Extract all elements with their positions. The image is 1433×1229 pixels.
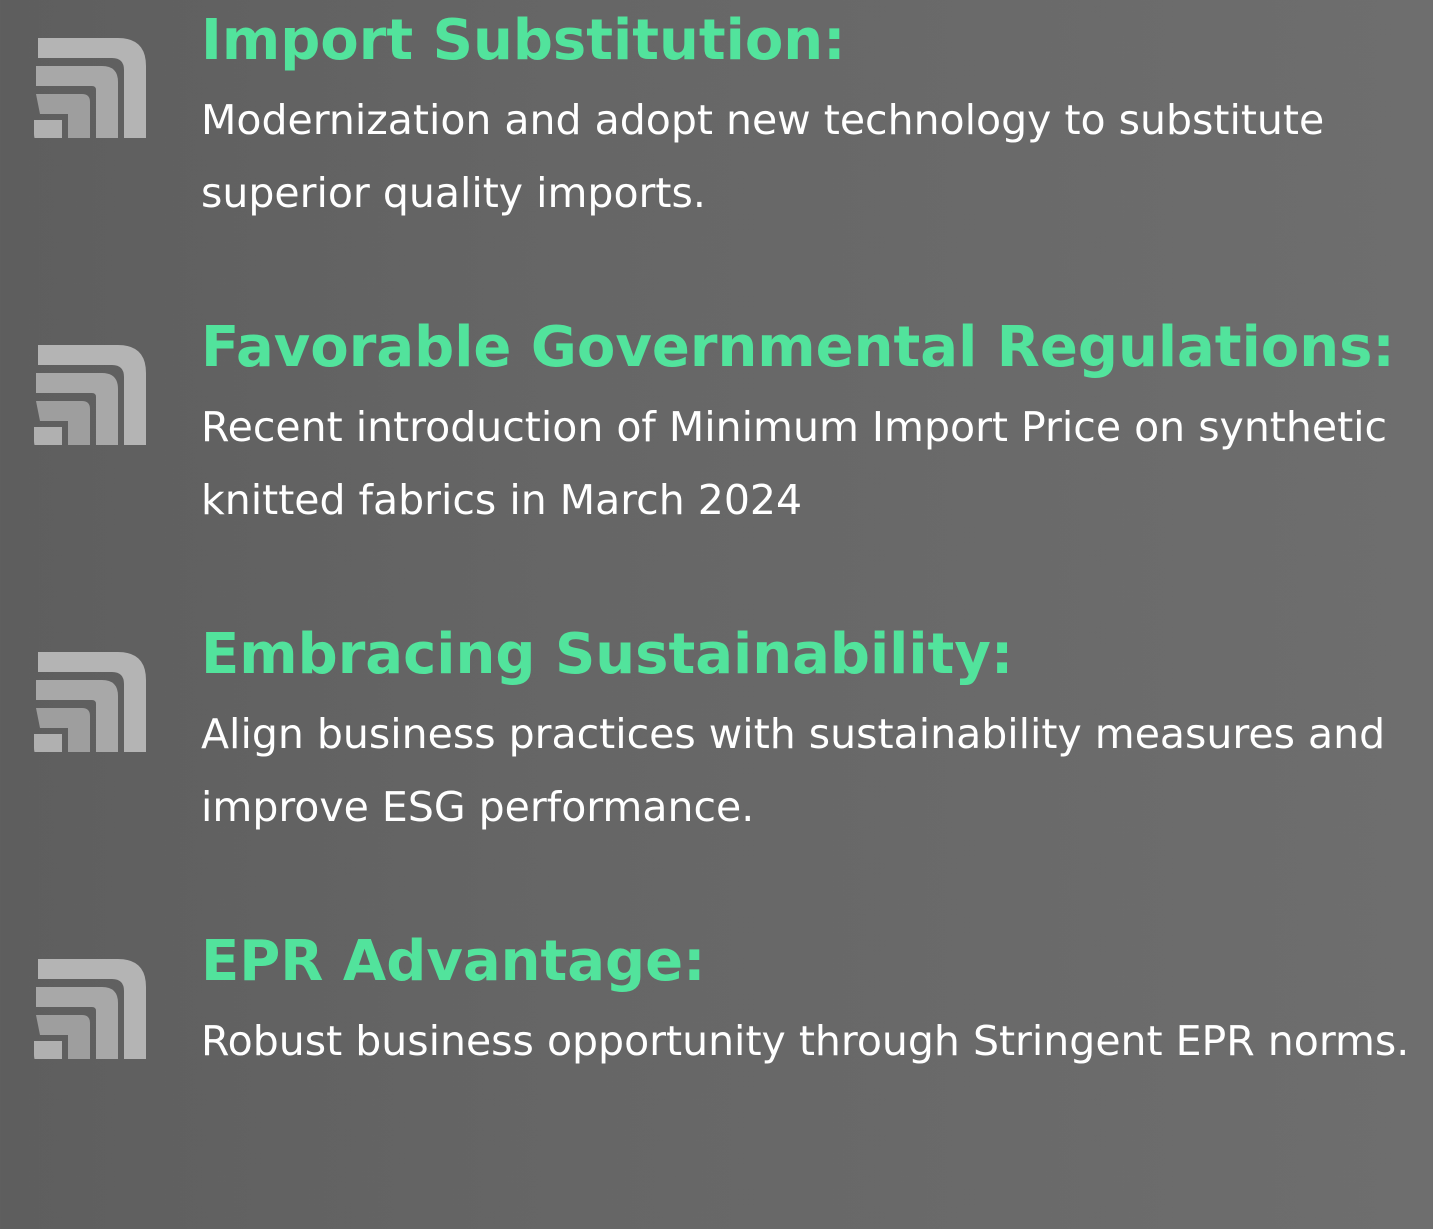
item: EPR Advantage: Robust business opportunit… (0, 929, 1433, 1229)
item-title: EPR Advantage: (201, 929, 706, 994)
icon (34, 959, 146, 1059)
page: Import Substitution: Modernization and ad… (0, 0, 1433, 1129)
item: Favorable Governmental Regulations: Recen… (0, 315, 1433, 615)
icon (34, 652, 146, 752)
item-description: Modernization and adopt new technology t… (201, 96, 1325, 217)
icon (34, 345, 146, 445)
item-description: Align business practices with sustainabi… (201, 710, 1386, 831)
item: Embracing Sustainability: Align business … (0, 622, 1433, 922)
item-title: Embracing Sustainability: (201, 622, 1014, 687)
item-description: Recent introduction of Minimum Import Pr… (201, 403, 1388, 524)
icon (34, 38, 146, 138)
item: Import Substitution: Modernization and ad… (0, 8, 1433, 308)
item-description: Robust business opportunity through Stri… (201, 1017, 1410, 1065)
item-title: Import Substitution: (201, 8, 846, 73)
item-title: Favorable Governmental Regulations: (201, 315, 1395, 380)
